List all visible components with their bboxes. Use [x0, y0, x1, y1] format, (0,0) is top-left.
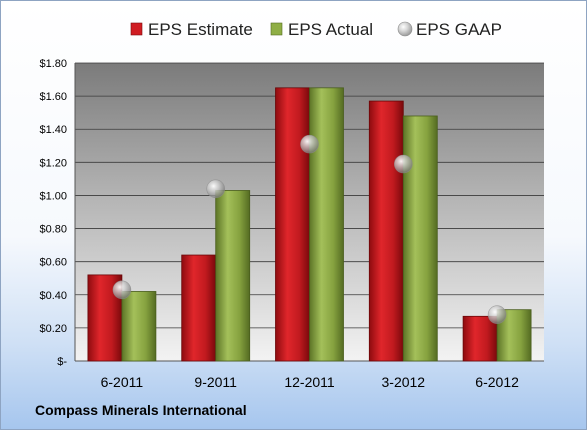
bar-eps-actual	[309, 87, 344, 362]
legend-swatch	[397, 21, 413, 37]
marker-eps-gaap	[112, 280, 132, 300]
x-tick-label: 12-2011	[284, 374, 335, 390]
bar-eps-estimate	[275, 87, 310, 362]
legend-swatch	[130, 22, 143, 36]
y-tick-label: $-	[57, 356, 67, 368]
x-tick-label: 6-2012	[475, 374, 519, 390]
legend-label: EPS GAAP	[416, 20, 502, 39]
company-name: Compass Minerals International	[35, 402, 247, 418]
marker-eps-gaap	[393, 154, 413, 174]
x-tick-label: 6-2011	[101, 374, 144, 390]
legend-swatch	[270, 22, 283, 36]
y-tick-label: $0.20	[39, 323, 67, 335]
bar-eps-actual	[121, 291, 157, 362]
y-tick-label: $0.40	[39, 290, 67, 302]
y-tick-label: $1.20	[39, 157, 67, 169]
bar-eps-estimate	[181, 254, 217, 362]
y-tick-label: $0.80	[39, 224, 67, 236]
x-tick-label: 3-2012	[382, 374, 426, 390]
marker-eps-gaap	[206, 179, 225, 199]
y-tick-label: $1.00	[39, 190, 67, 202]
bar-eps-actual	[402, 115, 438, 362]
x-tick-label: 9-2011	[194, 374, 237, 390]
legend-label: EPS Actual	[288, 20, 373, 39]
y-tick-label: $1.80	[39, 58, 67, 70]
bar-eps-estimate	[368, 100, 404, 362]
legend: EPS Estimate EPS Actual EPS GAAP	[130, 20, 502, 39]
y-tick-label: $0.60	[39, 257, 67, 269]
y-tick-label: $1.40	[39, 124, 67, 136]
y-tick-label: $1.60	[39, 91, 67, 103]
bar-eps-actual	[215, 190, 251, 362]
marker-eps-gaap	[487, 305, 507, 324]
marker-eps-gaap	[300, 134, 319, 154]
bar-eps-estimate	[87, 274, 123, 362]
bar-eps-estimate	[462, 315, 498, 362]
legend-label: EPS Estimate	[148, 20, 253, 39]
